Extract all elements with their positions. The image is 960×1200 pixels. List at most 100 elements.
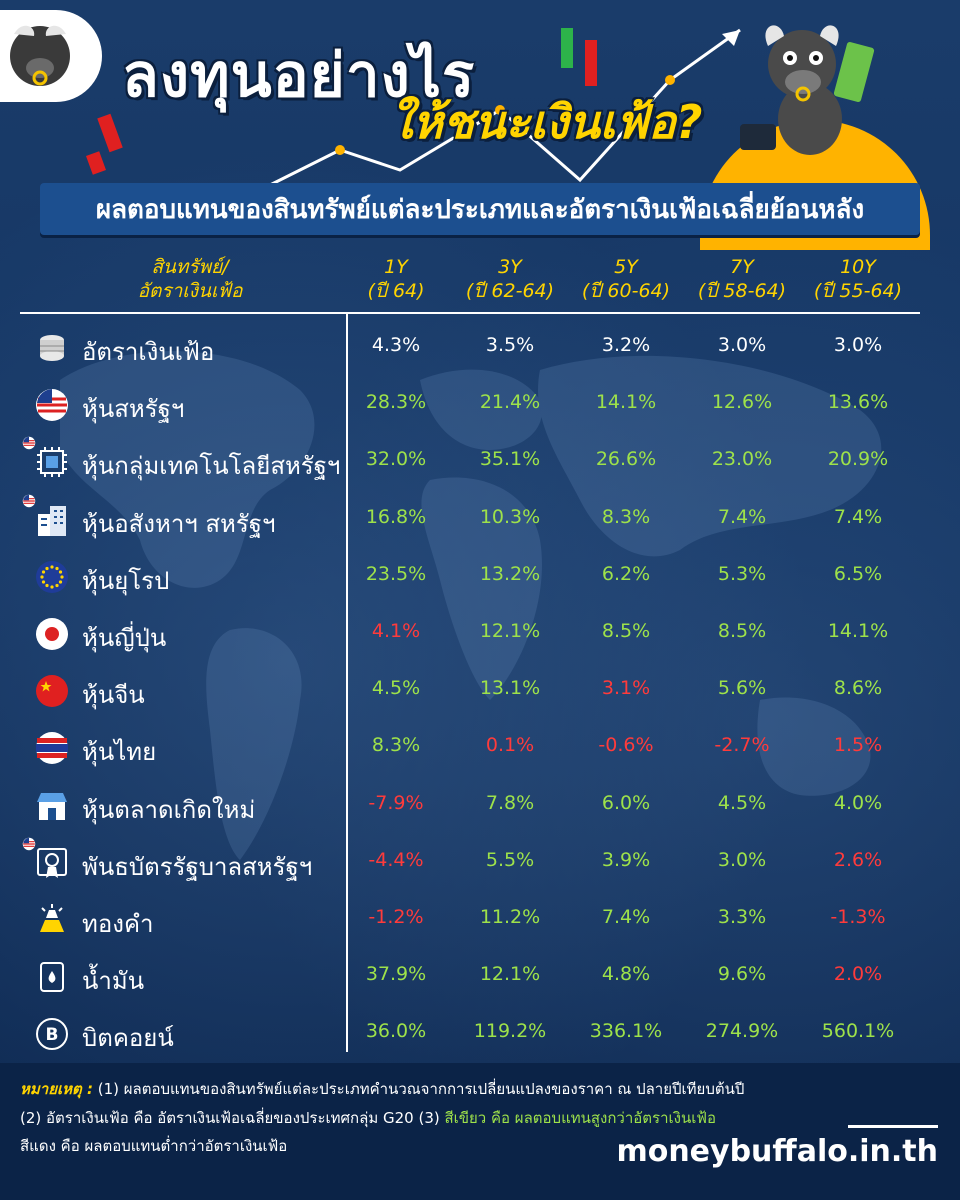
return-value: -1.3% xyxy=(830,906,886,928)
return-value: 14.1% xyxy=(827,620,889,642)
building-icon xyxy=(38,505,66,536)
svg-text:B: B xyxy=(46,1025,59,1045)
table-row: หุ้นญี่ปุ่น 4.1% 12.1% 8.5% 8.5% 14.1% xyxy=(0,606,960,663)
japan-flag-icon xyxy=(36,618,68,650)
us-flag-icon xyxy=(36,389,68,422)
return-value: 12.1% xyxy=(479,963,541,986)
page-subtitle: ให้ชนะเงินเฟ้อ? xyxy=(390,95,703,149)
coins-icon xyxy=(40,335,64,361)
return-value: 7.4% xyxy=(601,906,651,928)
eu-flag-icon xyxy=(36,560,68,593)
return-value: 3.2% xyxy=(601,334,651,356)
gold-icon xyxy=(40,904,64,932)
return-value: 10.3% xyxy=(479,505,541,528)
table-header: สินทรัพย์/ อัตราเงินเฟ้อ 1Y (ปี 64) 3Y (… xyxy=(0,255,960,315)
return-value: 14.1% xyxy=(595,391,657,414)
return-value: 36.0% xyxy=(365,1020,427,1043)
bitcoin-icon: B xyxy=(36,1018,68,1051)
return-value: -7.9% xyxy=(368,791,424,814)
column-divider xyxy=(346,312,348,1052)
return-value: -1.2% xyxy=(368,906,424,928)
header-col-5y: 5Y (ปี 60-64) xyxy=(566,255,686,303)
table-row: หุ้นกลุ่มเทคโนโลยีสหรัฐฯ 32.0% 35.1% 26.6% 2… xyxy=(0,434,960,491)
buffalo-mascot-icon xyxy=(740,25,875,155)
header-asset-line1: สินทรัพย์/ xyxy=(151,256,229,278)
thai-flag-icon xyxy=(36,732,68,765)
return-value: 3.0% xyxy=(833,334,883,356)
return-value: 23.5% xyxy=(365,562,427,585)
header-years: (ปี 62-64) xyxy=(465,280,555,302)
return-value: 5.6% xyxy=(717,677,767,700)
brand-website: moneybuffalo.in.th xyxy=(616,1134,938,1169)
return-value: 35.1% xyxy=(479,448,541,471)
return-value: 2.6% xyxy=(833,848,883,871)
header-asset: สินทรัพย์/ อัตราเงินเฟ้อ xyxy=(110,255,270,303)
return-value: 1.5% xyxy=(833,734,883,757)
return-value: 3.0% xyxy=(717,848,767,871)
return-value: 6.2% xyxy=(601,562,651,585)
return-value: -4.4% xyxy=(368,848,424,871)
return-value: 3.9% xyxy=(601,848,651,871)
return-value: 4.3% xyxy=(371,334,421,356)
return-value: 12.6% xyxy=(711,391,773,414)
buffalo-logo-icon xyxy=(10,25,70,86)
asset-name: พันธบัตรรัฐบาลสหรัฐฯ xyxy=(82,852,313,881)
china-flag-icon xyxy=(36,675,68,708)
asset-name: บิตคอยน์ xyxy=(82,1024,174,1053)
return-value: 4.5% xyxy=(371,677,421,700)
asset-name: หุ้นไทย xyxy=(82,738,157,767)
table-row: หุ้นสหรัฐฯ 28.3% 21.4% 14.1% 12.6% 13.6% xyxy=(0,377,960,434)
return-value: 26.6% xyxy=(595,448,657,471)
return-value: 3.5% xyxy=(485,334,535,356)
header-period: 5Y xyxy=(614,256,638,278)
header-period: 1Y xyxy=(384,256,408,278)
decor-candles-2 xyxy=(561,28,597,86)
return-value: 7.8% xyxy=(485,791,535,814)
return-value: 560.1% xyxy=(821,1020,895,1043)
return-value: 8.3% xyxy=(601,505,651,528)
return-value: 119.2% xyxy=(473,1020,547,1043)
table-row: หุ้นอสังหาฯ สหรัฐฯ 16.8% 10.3% 8.3% 7.4% 7.4% xyxy=(0,492,960,549)
footnote-line-1: หมายเหตุ : (1) ผลตอบแทนของสินทรัพย์แต่ละ… xyxy=(20,1077,900,1101)
asset-name: ทองคำ xyxy=(82,910,154,938)
return-value: 7.4% xyxy=(833,505,883,528)
header-col-10y: 10Y (ปี 55-64) xyxy=(798,255,918,303)
asset-name: อัตราเงินเฟ้อ xyxy=(82,338,215,366)
return-value: 13.6% xyxy=(827,391,889,414)
asset-name: หุ้นกลุ่มเทคโนโลยีสหรัฐฯ xyxy=(82,452,341,481)
footnote-line-2: (2) อัตราเงินเฟ้อ คือ อัตราเงินเฟ้อเฉลี่… xyxy=(20,1106,900,1130)
decor-candles xyxy=(86,113,123,175)
return-value: 4.0% xyxy=(833,791,883,814)
table-row: หุ้นตลาดเกิดใหม่ -7.9% 7.8% 6.0% 4.5% 4.0% xyxy=(0,778,960,835)
footnote-2: (2) อัตราเงินเฟ้อ คือ อัตราเงินเฟ้อเฉลี่… xyxy=(20,1109,445,1127)
return-value: -2.7% xyxy=(714,734,770,757)
return-value: -0.6% xyxy=(598,734,654,757)
return-value: 8.3% xyxy=(371,734,421,757)
return-value: 7.4% xyxy=(717,505,767,528)
brand-divider xyxy=(848,1125,938,1128)
return-value: 3.0% xyxy=(717,334,767,356)
header-period: 7Y xyxy=(730,256,754,278)
us-flag-badge-icon xyxy=(22,437,36,450)
table-row: หุ้นไทย 8.3% 0.1% -0.6% -2.7% 1.5% xyxy=(0,720,960,777)
table-row: ทองคำ -1.2% 11.2% 7.4% 3.3% -1.3% xyxy=(0,892,960,949)
header-years: (ปี 55-64) xyxy=(813,280,903,302)
table-row: พันธบัตรรัฐบาลสหรัฐฯ -4.4% 5.5% 3.9% 3.0% 2.6… xyxy=(0,835,960,892)
return-value: 37.9% xyxy=(365,963,427,986)
return-value: 0.1% xyxy=(485,734,535,757)
return-value: 3.3% xyxy=(717,906,767,928)
asset-name: หุ้นอสังหาฯ สหรัฐฯ xyxy=(82,509,276,538)
return-value: 13.1% xyxy=(479,677,541,700)
chip-icon xyxy=(37,447,67,478)
page-title: ลงทุนอย่างไร xyxy=(122,41,476,111)
asset-name: หุ้นญี่ปุ่น xyxy=(82,624,167,652)
bond-icon xyxy=(37,847,67,878)
header-period: 10Y xyxy=(840,256,876,278)
return-value: 11.2% xyxy=(479,906,541,928)
header-divider xyxy=(20,312,920,314)
return-value: 12.1% xyxy=(479,620,541,642)
header-years: (ปี 64) xyxy=(367,280,425,302)
asset-name: หุ้นสหรัฐฯ xyxy=(82,395,185,424)
table-row: น้ำมัน 37.9% 12.1% 4.8% 9.6% 2.0% xyxy=(0,949,960,1006)
return-value: 20.9% xyxy=(827,448,889,471)
